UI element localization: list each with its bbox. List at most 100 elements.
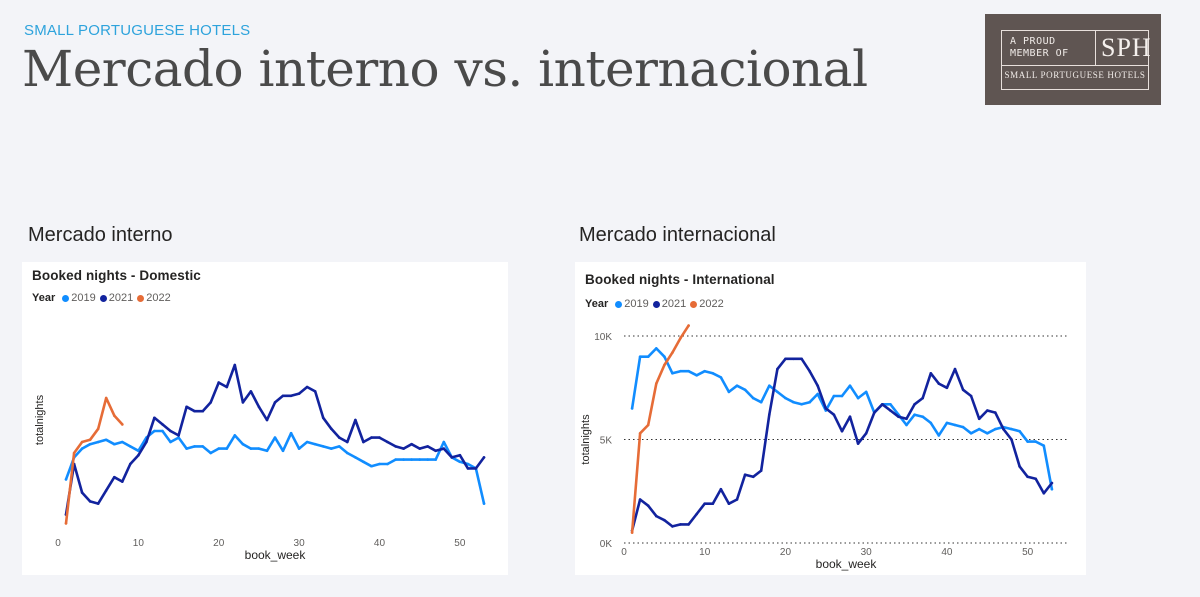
data-point-2019[interactable] (177, 436, 180, 439)
legend-item-2022[interactable]: 2022 (137, 292, 171, 304)
data-point-2019[interactable] (695, 374, 698, 377)
data-point-2019[interactable] (121, 440, 124, 444)
data-point-2019[interactable] (249, 447, 253, 450)
data-point-2021[interactable] (1018, 465, 1021, 468)
data-point-2019[interactable] (921, 415, 924, 418)
series-line-2022[interactable] (630, 324, 690, 534)
data-point-2019[interactable] (233, 434, 237, 437)
data-point-2021[interactable] (330, 427, 333, 431)
data-point-2019[interactable] (88, 442, 92, 446)
data-point-2021[interactable] (638, 498, 642, 501)
data-point-2021[interactable] (864, 432, 868, 435)
data-point-2019[interactable] (800, 403, 803, 406)
data-point-2021[interactable] (986, 409, 989, 412)
data-point-2019[interactable] (80, 447, 84, 450)
data-point-2019[interactable] (856, 396, 860, 400)
legend-item-2022[interactable]: 2022 (690, 298, 724, 310)
data-point-2019[interactable] (1034, 440, 1037, 443)
data-point-2022[interactable] (630, 531, 634, 534)
data-point-2019[interactable] (864, 390, 868, 394)
data-point-2019[interactable] (402, 458, 405, 461)
data-point-2021[interactable] (161, 423, 164, 426)
data-point-2019[interactable] (137, 449, 140, 453)
data-point-2021[interactable] (225, 385, 229, 389)
data-point-2021[interactable] (1050, 481, 1054, 485)
data-point-2019[interactable] (362, 460, 365, 464)
data-point-2021[interactable] (1026, 475, 1029, 479)
line-chart-international[interactable]: 0K 5K 10K 0 10 20 30 40 50 book_week totalnights (575, 262, 1086, 575)
data-point-2019[interactable] (426, 458, 430, 461)
data-point-2022[interactable] (121, 423, 124, 426)
data-point-2021[interactable] (961, 388, 965, 392)
data-point-2021[interactable] (937, 382, 941, 385)
data-point-2019[interactable] (848, 384, 852, 387)
data-point-2021[interactable] (768, 413, 771, 416)
data-point-2021[interactable] (129, 462, 132, 466)
data-point-2021[interactable] (273, 401, 277, 404)
data-point-2021[interactable] (977, 417, 981, 421)
data-point-2019[interactable] (735, 384, 739, 387)
data-point-2019[interactable] (977, 427, 981, 431)
data-point-2019[interactable] (305, 440, 309, 444)
data-point-2019[interactable] (776, 390, 779, 394)
legend-item-2019[interactable]: 2019 (615, 298, 649, 310)
data-point-2019[interactable] (784, 396, 787, 400)
data-point-2022[interactable] (671, 351, 674, 354)
data-point-2021[interactable] (1034, 477, 1037, 481)
data-point-2019[interactable] (751, 396, 755, 400)
data-point-2021[interactable] (832, 413, 836, 416)
data-point-2019[interactable] (338, 445, 341, 448)
data-point-2021[interactable] (953, 367, 957, 371)
data-point-2021[interactable] (378, 436, 381, 439)
data-point-2021[interactable] (410, 442, 413, 446)
data-point-2021[interactable] (727, 502, 731, 505)
data-point-2021[interactable] (241, 401, 245, 404)
data-point-2019[interactable] (321, 445, 325, 448)
data-point-2021[interactable] (257, 405, 261, 409)
data-point-2022[interactable] (64, 522, 68, 525)
data-point-2021[interactable] (776, 367, 779, 371)
data-point-2019[interactable] (727, 390, 731, 394)
data-point-2019[interactable] (792, 400, 795, 404)
data-point-2021[interactable] (1002, 427, 1005, 431)
data-point-2021[interactable] (370, 436, 373, 439)
data-point-2021[interactable] (386, 440, 389, 444)
data-point-2019[interactable] (630, 407, 634, 410)
data-point-2021[interactable] (394, 445, 397, 448)
data-point-2022[interactable] (638, 432, 642, 435)
legend-item-2019[interactable]: 2019 (62, 292, 96, 304)
data-point-2021[interactable] (840, 429, 844, 433)
data-point-2021[interactable] (671, 525, 674, 528)
data-point-2021[interactable] (426, 445, 430, 448)
data-point-2019[interactable] (703, 369, 706, 373)
data-point-2021[interactable] (193, 409, 196, 413)
data-point-2019[interactable] (297, 447, 301, 450)
data-point-2019[interactable] (370, 464, 373, 468)
data-point-2019[interactable] (937, 434, 941, 437)
data-point-2019[interactable] (482, 502, 486, 505)
data-point-2019[interactable] (663, 355, 666, 358)
data-point-2021[interactable] (646, 504, 650, 507)
data-point-2021[interactable] (209, 401, 212, 404)
data-point-2019[interactable] (289, 431, 293, 435)
data-point-2021[interactable] (185, 405, 188, 409)
data-point-2019[interactable] (434, 458, 438, 461)
data-point-2021[interactable] (679, 523, 682, 526)
data-point-2019[interactable] (458, 460, 462, 464)
data-point-2021[interactable] (177, 434, 180, 437)
data-point-2021[interactable] (719, 487, 723, 491)
data-point-2019[interactable] (313, 442, 317, 446)
data-point-2021[interactable] (289, 394, 293, 398)
data-point-2019[interactable] (418, 458, 422, 461)
data-point-2019[interactable] (945, 421, 949, 425)
data-point-2019[interactable] (743, 388, 747, 392)
data-point-2021[interactable] (687, 523, 690, 526)
data-point-2021[interactable] (80, 491, 84, 494)
data-point-2019[interactable] (153, 429, 156, 433)
data-point-2021[interactable] (233, 363, 237, 367)
data-point-2021[interactable] (346, 440, 349, 444)
data-point-2019[interactable] (889, 403, 892, 406)
data-point-2019[interactable] (129, 445, 132, 448)
data-point-2019[interactable] (994, 427, 997, 431)
data-point-2019[interactable] (1050, 487, 1054, 491)
